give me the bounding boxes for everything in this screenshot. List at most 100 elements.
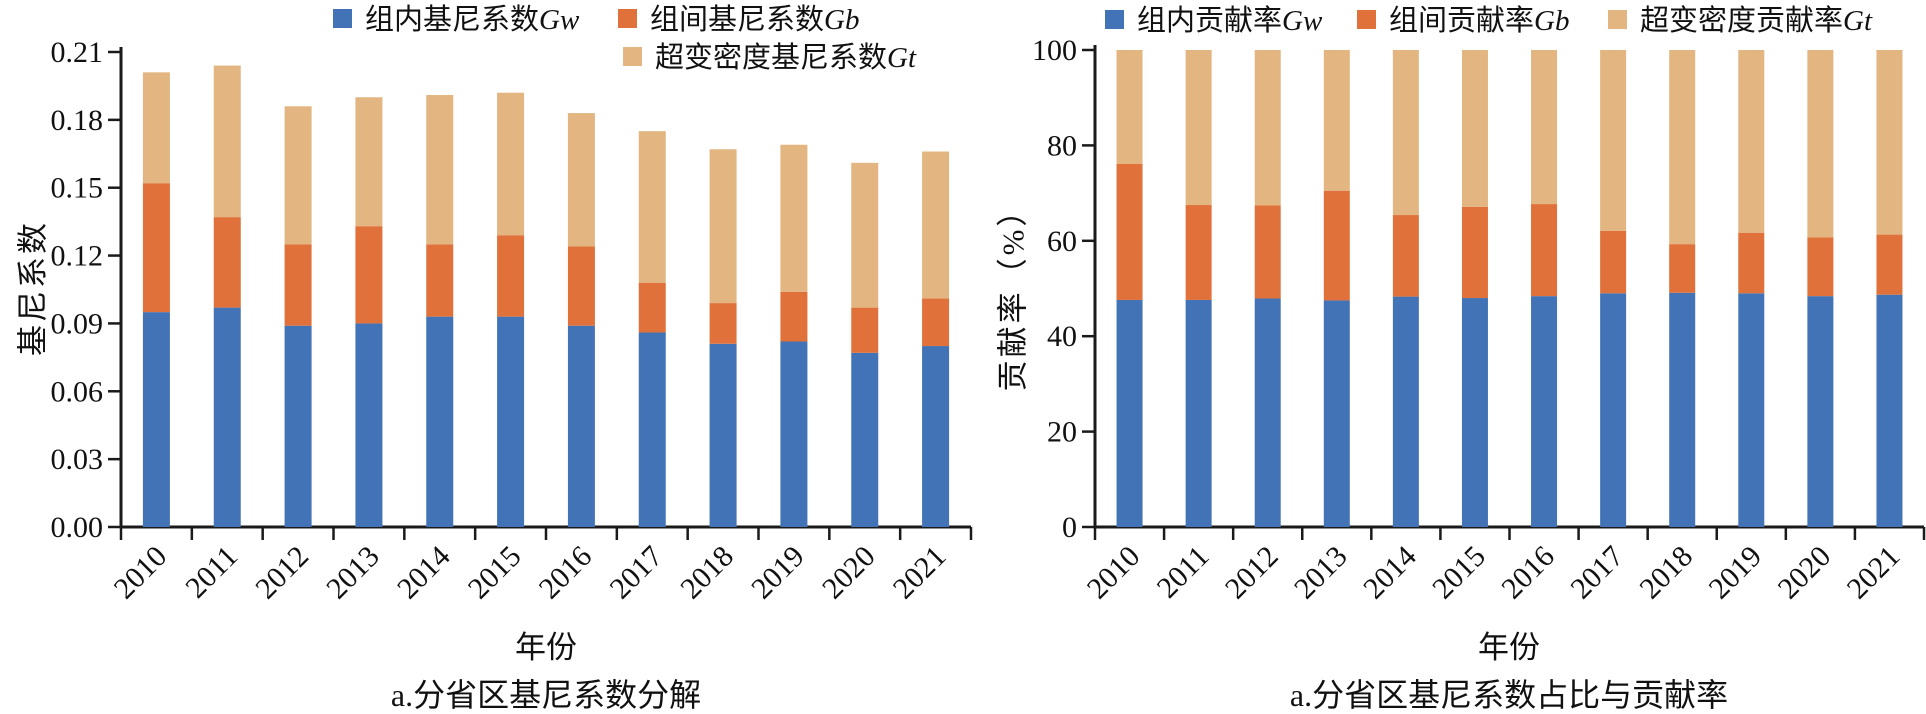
bar-segment-2011-Gt (213, 65, 241, 218)
chart-gini-decomposition: 0.00 0.03 0.06 0.09 0.12 0.15 0.18 0.21 2010 2011… (15, 3, 973, 713)
bar-segment-2011-Gw (213, 307, 241, 527)
bar-segment-2012-Gb (1254, 205, 1281, 299)
x-tick-label: 2013 (1288, 540, 1354, 606)
bar-segment-2016-Gt (567, 113, 595, 247)
bar-segment-2016-Gb (567, 246, 595, 326)
bar-segment-2021-Gt (922, 151, 950, 299)
x-tick-label: 2016 (533, 540, 599, 606)
x-axis-title: 年份 (515, 630, 577, 665)
y-tick-label: 0.06 (51, 375, 104, 408)
x-tick-label: 2012 (249, 540, 315, 606)
bar-segment-2017-Gw (638, 332, 666, 527)
bar-segment-2017-Gb (638, 282, 666, 333)
bar-segment-2014-Gw (426, 316, 454, 527)
x-tick-label: 2013 (320, 540, 386, 606)
bar-segment-2010-Gb (142, 183, 170, 313)
bar-segment-2021-Gt (1876, 50, 1903, 235)
x-tick-label: 2012 (1219, 540, 1285, 606)
bar-segment-2013-Gw (1323, 300, 1350, 527)
legend-swatch-Gw (333, 9, 352, 28)
gini-decomposition-plot: 0.00 0.03 0.06 0.09 0.12 0.15 0.18 0.21 2010 2011… (51, 3, 973, 606)
bar-segment-2021-Gw (1876, 294, 1903, 527)
bar-segment-2013-Gt (355, 97, 383, 227)
y-tick-label: 0.12 (51, 240, 104, 273)
x-tick-label: 2014 (391, 540, 457, 606)
bar-segment-2014-Gb (426, 244, 454, 317)
legend-swatch-Gt (1608, 10, 1627, 29)
chart-caption: a.分省区基尼系数占比与贡献率 (1289, 677, 1729, 713)
bar-segment-2013-Gt (1323, 50, 1350, 191)
bar-segment-2012-Gw (284, 325, 312, 527)
y-tick-label: 0.09 (51, 307, 104, 340)
bar-segment-2013-Gb (1323, 190, 1350, 301)
y-tick-label: 0 (1062, 511, 1077, 544)
bar-segment-2019-Gb (780, 291, 808, 342)
bar-segment-2016-Gt (1531, 50, 1558, 205)
x-tick-label: 2015 (462, 540, 528, 606)
bar-segment-2019-Gt (780, 144, 808, 292)
bar-segment-2017-Gb (1600, 230, 1627, 294)
bar-segment-2020-Gb (851, 307, 879, 353)
bar-segment-2018-Gb (709, 303, 737, 344)
legend-label: 组内贡献率Gw (1137, 4, 1323, 37)
bar-segment-2010-Gw (1116, 299, 1143, 527)
x-tick-label: 2018 (674, 540, 740, 606)
x-tick-label: 2016 (1495, 540, 1561, 606)
bar-segment-2010-Gw (142, 312, 170, 527)
x-tick-label: 2020 (816, 540, 882, 606)
bar-segment-2016-Gb (1531, 204, 1558, 297)
y-axis-title: 基尼系数 (15, 220, 51, 356)
bar-segment-2015-Gw (497, 316, 525, 527)
bar-segment-2020-Gb (1807, 237, 1834, 297)
bar-segment-2013-Gb (355, 226, 383, 324)
bar-segment-2018-Gt (709, 149, 737, 304)
y-tick-label: 0.21 (51, 36, 104, 69)
bar-segment-2012-Gt (284, 106, 312, 245)
y-tick-label: 100 (1032, 34, 1077, 67)
legend-swatch-Gb (1357, 10, 1376, 29)
chart-caption: a.分省区基尼系数分解 (390, 677, 702, 713)
bar-segment-2021-Gb (1876, 234, 1903, 295)
bar-segment-2013-Gw (355, 323, 383, 527)
legend-swatch-Gb (618, 9, 637, 28)
bar-segment-2018-Gb (1669, 244, 1696, 293)
bar-segment-2015-Gt (1461, 50, 1488, 207)
y-tick-label: 0.03 (51, 443, 104, 476)
bar-segment-2019-Gt (1738, 50, 1765, 233)
y-tick-label: 60 (1047, 225, 1077, 258)
x-tick-label: 2010 (108, 540, 174, 606)
bar-segment-2018-Gw (709, 343, 737, 527)
bar-segment-2016-Gw (1531, 296, 1558, 527)
y-tick-label: 40 (1047, 320, 1077, 353)
bar-segment-2011-Gb (213, 217, 241, 308)
y-tick-label: 20 (1047, 416, 1077, 449)
bar-segment-2010-Gt (1116, 50, 1143, 165)
bar-segment-2018-Gw (1669, 292, 1696, 527)
bar-segment-2012-Gb (284, 244, 312, 326)
bar-segment-2020-Gt (1807, 50, 1834, 238)
bar-segment-2014-Gb (1392, 215, 1419, 297)
bar-segment-2012-Gw (1254, 298, 1281, 527)
bar-segment-2019-Gw (780, 341, 808, 527)
x-tick-label: 2018 (1633, 540, 1699, 606)
y-tick-label: 0.15 (51, 172, 104, 205)
bar-segment-2014-Gt (426, 94, 454, 245)
bar-segment-2020-Gw (1807, 296, 1834, 527)
bar-segment-2021-Gw (922, 346, 950, 527)
bar-segment-2016-Gw (567, 325, 595, 527)
x-tick-label: 2011 (1151, 540, 1216, 605)
x-tick-label: 2014 (1357, 540, 1423, 606)
x-axis-title: 年份 (1478, 630, 1540, 665)
bar-segment-2011-Gw (1185, 299, 1212, 527)
bar-segment-2014-Gt (1392, 50, 1419, 216)
x-tick-label: 2021 (1841, 540, 1907, 606)
bar-segment-2019-Gw (1738, 293, 1765, 527)
x-tick-label: 2021 (887, 540, 953, 606)
bar-segment-2010-Gt (142, 72, 170, 184)
x-tick-label: 2019 (745, 540, 811, 606)
bar-segment-2011-Gb (1185, 205, 1212, 300)
bar-segment-2020-Gt (851, 162, 879, 308)
legend-label: 组间贡献率Gb (1389, 4, 1569, 37)
x-tick-label: 2011 (179, 540, 244, 605)
